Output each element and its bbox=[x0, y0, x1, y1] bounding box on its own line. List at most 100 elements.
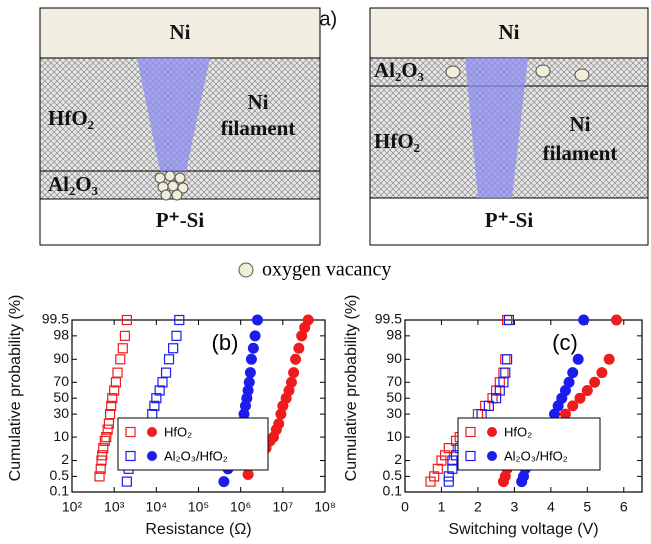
y-tick-label: 0.5 bbox=[50, 467, 70, 483]
y-tick-label: 70 bbox=[53, 373, 69, 389]
x-tick-label: 10⁷ bbox=[273, 499, 294, 515]
panel-label: (b) bbox=[212, 330, 239, 355]
x-tick-label: 4 bbox=[547, 499, 555, 515]
x-tick-label: 2 bbox=[474, 499, 482, 515]
filament-label: Ni bbox=[570, 112, 591, 136]
y-tick-label: 0.5 bbox=[383, 467, 403, 483]
legend-label: Al₂O₃/HfO₂ bbox=[164, 448, 228, 463]
point bbox=[120, 331, 129, 340]
x-tick-label: 0 bbox=[401, 499, 409, 515]
x-tick-label: 10⁶ bbox=[230, 499, 251, 515]
point bbox=[246, 354, 257, 365]
layer-label: P⁺-Si bbox=[156, 208, 205, 232]
point bbox=[288, 367, 299, 378]
point bbox=[437, 456, 446, 465]
point bbox=[303, 315, 314, 326]
point bbox=[169, 344, 178, 353]
x-tick-label: 5 bbox=[583, 499, 591, 515]
y-tick-label: 90 bbox=[386, 350, 402, 366]
x-tick-label: 10³ bbox=[104, 499, 125, 515]
filament-label: filament bbox=[543, 141, 618, 165]
x-tick-label: 10⁴ bbox=[146, 499, 168, 515]
y-tick-label: 98 bbox=[53, 327, 69, 343]
legend-label: HfO₂ bbox=[504, 424, 532, 439]
point bbox=[244, 377, 255, 388]
x-tick-label: 10² bbox=[62, 499, 83, 515]
right-stack: Ni Al₂O₃ HfO₂ Ni filament P⁺-Si bbox=[370, 8, 648, 245]
point bbox=[426, 477, 435, 486]
y-tick-label: 30 bbox=[386, 405, 402, 421]
point bbox=[293, 343, 304, 354]
legend-marker bbox=[147, 451, 157, 461]
point bbox=[162, 368, 171, 377]
point bbox=[604, 354, 615, 365]
point bbox=[248, 343, 259, 354]
y-tick-label: 0.1 bbox=[50, 483, 70, 499]
point bbox=[444, 477, 453, 486]
x-tick-label: 10⁸ bbox=[314, 499, 336, 515]
layer-label: HfO₂ bbox=[374, 129, 420, 153]
layer-label: HfO₂ bbox=[48, 106, 94, 130]
y-tick-label: 99.5 bbox=[42, 311, 69, 327]
point bbox=[243, 469, 254, 480]
figure: (a) Ni HfO₂ Ni filament Al₂O₃ P⁺-Si Ni A… bbox=[0, 0, 651, 544]
x-tick-label: 3 bbox=[510, 499, 518, 515]
point bbox=[250, 330, 261, 341]
point bbox=[116, 355, 125, 364]
point bbox=[573, 354, 584, 365]
y-tick-label: 99.5 bbox=[375, 311, 402, 327]
y-axis-title: Cumulative probability (%) bbox=[7, 295, 24, 482]
point bbox=[589, 377, 600, 388]
point bbox=[118, 344, 127, 353]
point bbox=[218, 476, 229, 487]
filament-label: filament bbox=[221, 116, 296, 140]
point bbox=[113, 368, 122, 377]
y-tick-label: 10 bbox=[386, 428, 402, 444]
panel-label: (c) bbox=[552, 330, 578, 355]
legend-label: Al₂O₃/HfO₂ bbox=[504, 448, 568, 463]
point bbox=[564, 377, 575, 388]
y-tick-label: 70 bbox=[386, 373, 402, 389]
layer-label: Al₂O₃ bbox=[374, 58, 424, 82]
y-tick-label: 10 bbox=[53, 428, 69, 444]
legend-marker bbox=[487, 427, 497, 437]
point bbox=[122, 477, 131, 486]
legend-marker bbox=[147, 427, 157, 437]
x-tick-label: 10⁵ bbox=[188, 499, 209, 515]
x-axis-title: Switching voltage (V) bbox=[448, 521, 598, 538]
y-tick-label: 30 bbox=[53, 405, 69, 421]
y-tick-label: 2 bbox=[61, 451, 69, 467]
point bbox=[273, 418, 284, 429]
y-tick-label: 98 bbox=[386, 327, 402, 343]
y-tick-label: 50 bbox=[386, 389, 402, 405]
legend-text: oxygen vacancy bbox=[262, 259, 391, 281]
layer-label: Ni bbox=[499, 20, 520, 44]
point bbox=[286, 377, 297, 388]
point bbox=[172, 331, 181, 340]
point bbox=[611, 315, 622, 326]
legend-marker bbox=[487, 451, 497, 461]
point bbox=[252, 315, 263, 326]
point bbox=[165, 355, 174, 364]
layer-label: Al₂O₃ bbox=[48, 172, 98, 196]
point bbox=[582, 385, 593, 396]
y-tick-label: 0.1 bbox=[383, 483, 403, 499]
x-tick-label: 1 bbox=[438, 499, 446, 515]
legend-marker bbox=[239, 263, 253, 277]
left-stack: Ni HfO₂ Ni filament Al₂O₃ P⁺-Si bbox=[40, 8, 320, 245]
x-axis-title: Resistance (Ω) bbox=[145, 521, 251, 538]
y-tick-label: 2 bbox=[394, 451, 402, 467]
filament-label: Ni bbox=[248, 90, 269, 114]
y-tick-label: 50 bbox=[53, 389, 69, 405]
y-axis-title: Cumulative probability (%) bbox=[343, 295, 360, 482]
layer-label: Ni bbox=[170, 20, 191, 44]
y-tick-label: 90 bbox=[53, 350, 69, 366]
point bbox=[245, 367, 256, 378]
point bbox=[567, 367, 578, 378]
point bbox=[596, 367, 607, 378]
point bbox=[97, 456, 106, 465]
point bbox=[290, 354, 301, 365]
x-tick-label: 6 bbox=[620, 499, 628, 515]
